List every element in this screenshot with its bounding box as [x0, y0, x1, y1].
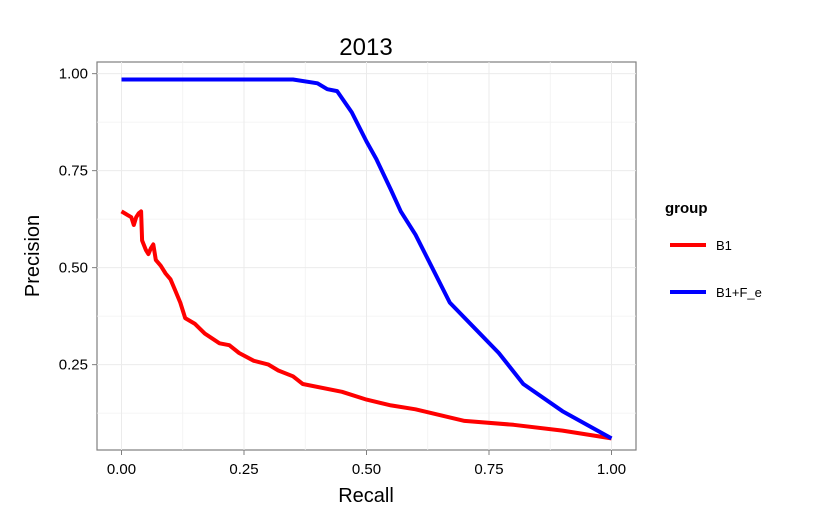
- axis-tick-labels: 0.00 0.25 0.50 0.75 1.00 0.25 0.50 0.75 1.00: [59, 66, 626, 478]
- y-axis-label: Precision: [22, 215, 44, 297]
- y-tick-label: 0.50: [59, 260, 88, 277]
- y-tick-label: 0.25: [59, 357, 88, 374]
- x-tick-label: 0.50: [352, 461, 381, 478]
- x-tick-label: 0.00: [107, 461, 136, 478]
- y-tick-label: 1.00: [59, 66, 88, 83]
- y-tick-label: 0.75: [59, 163, 88, 180]
- legend-label-b1-fe: B1+F_e: [716, 285, 762, 300]
- grid-major: [97, 62, 636, 450]
- x-tick-label: 0.25: [229, 461, 258, 478]
- series-line-b1: [120, 209, 612, 441]
- series-layer: [120, 77, 613, 441]
- axis-ticks: [92, 73, 612, 455]
- legend-label-b1: B1: [716, 238, 732, 253]
- x-tick-label: 1.00: [597, 461, 626, 478]
- legend: group B1 B1+F_e: [665, 200, 762, 300]
- x-axis-label: Recall: [338, 485, 394, 507]
- legend-title: group: [665, 200, 708, 217]
- x-tick-label: 0.75: [474, 461, 503, 478]
- chart-title: 2013: [339, 34, 392, 61]
- series-line-b1-f-e: [121, 77, 613, 441]
